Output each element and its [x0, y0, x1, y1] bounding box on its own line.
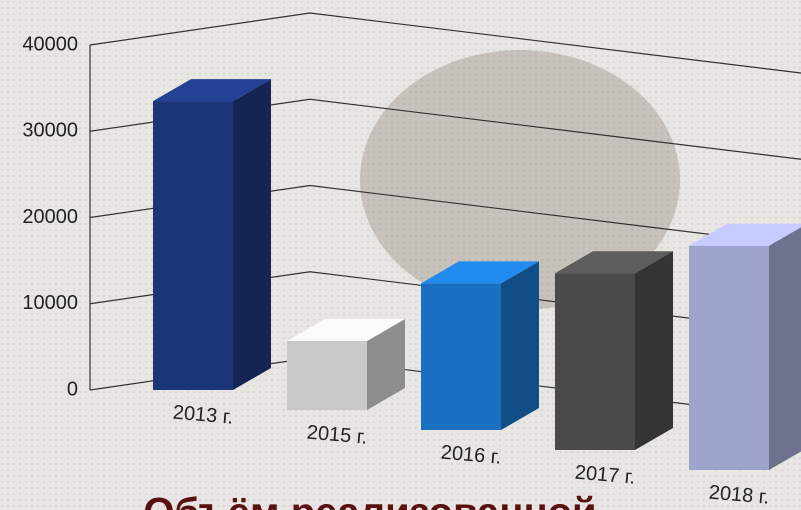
y-tick-label: 40000: [22, 33, 78, 55]
bar-top: [287, 319, 405, 341]
bar-side: [635, 251, 673, 450]
chart-title: Объём реализованной: [143, 491, 596, 510]
x-tick-label: 2018 г.: [708, 482, 770, 509]
bar-top: [421, 261, 539, 284]
y-tick-label: 20000: [22, 206, 78, 228]
bar: [555, 273, 635, 450]
bar-side: [233, 79, 271, 390]
x-tick-label: 2017 г.: [574, 462, 636, 489]
bar-top: [153, 79, 271, 102]
grid-line: [89, 12, 801, 74]
bar-side: [367, 319, 405, 410]
bar: [689, 245, 769, 470]
bar: [421, 283, 501, 430]
bar-side: [501, 261, 539, 430]
y-tick-label: 0: [67, 378, 78, 400]
bar-top: [555, 251, 673, 274]
bar: [287, 341, 367, 410]
bar-side: [769, 227, 801, 470]
y-tick-label: 10000: [22, 292, 78, 314]
y-tick-label: 30000: [22, 120, 78, 142]
x-tick-label: 2015 г.: [306, 422, 368, 449]
x-tick-label: 2013 г.: [172, 402, 234, 429]
bar: [153, 101, 233, 390]
x-tick-label: 2016 г.: [440, 442, 502, 469]
bar-top: [689, 223, 801, 246]
